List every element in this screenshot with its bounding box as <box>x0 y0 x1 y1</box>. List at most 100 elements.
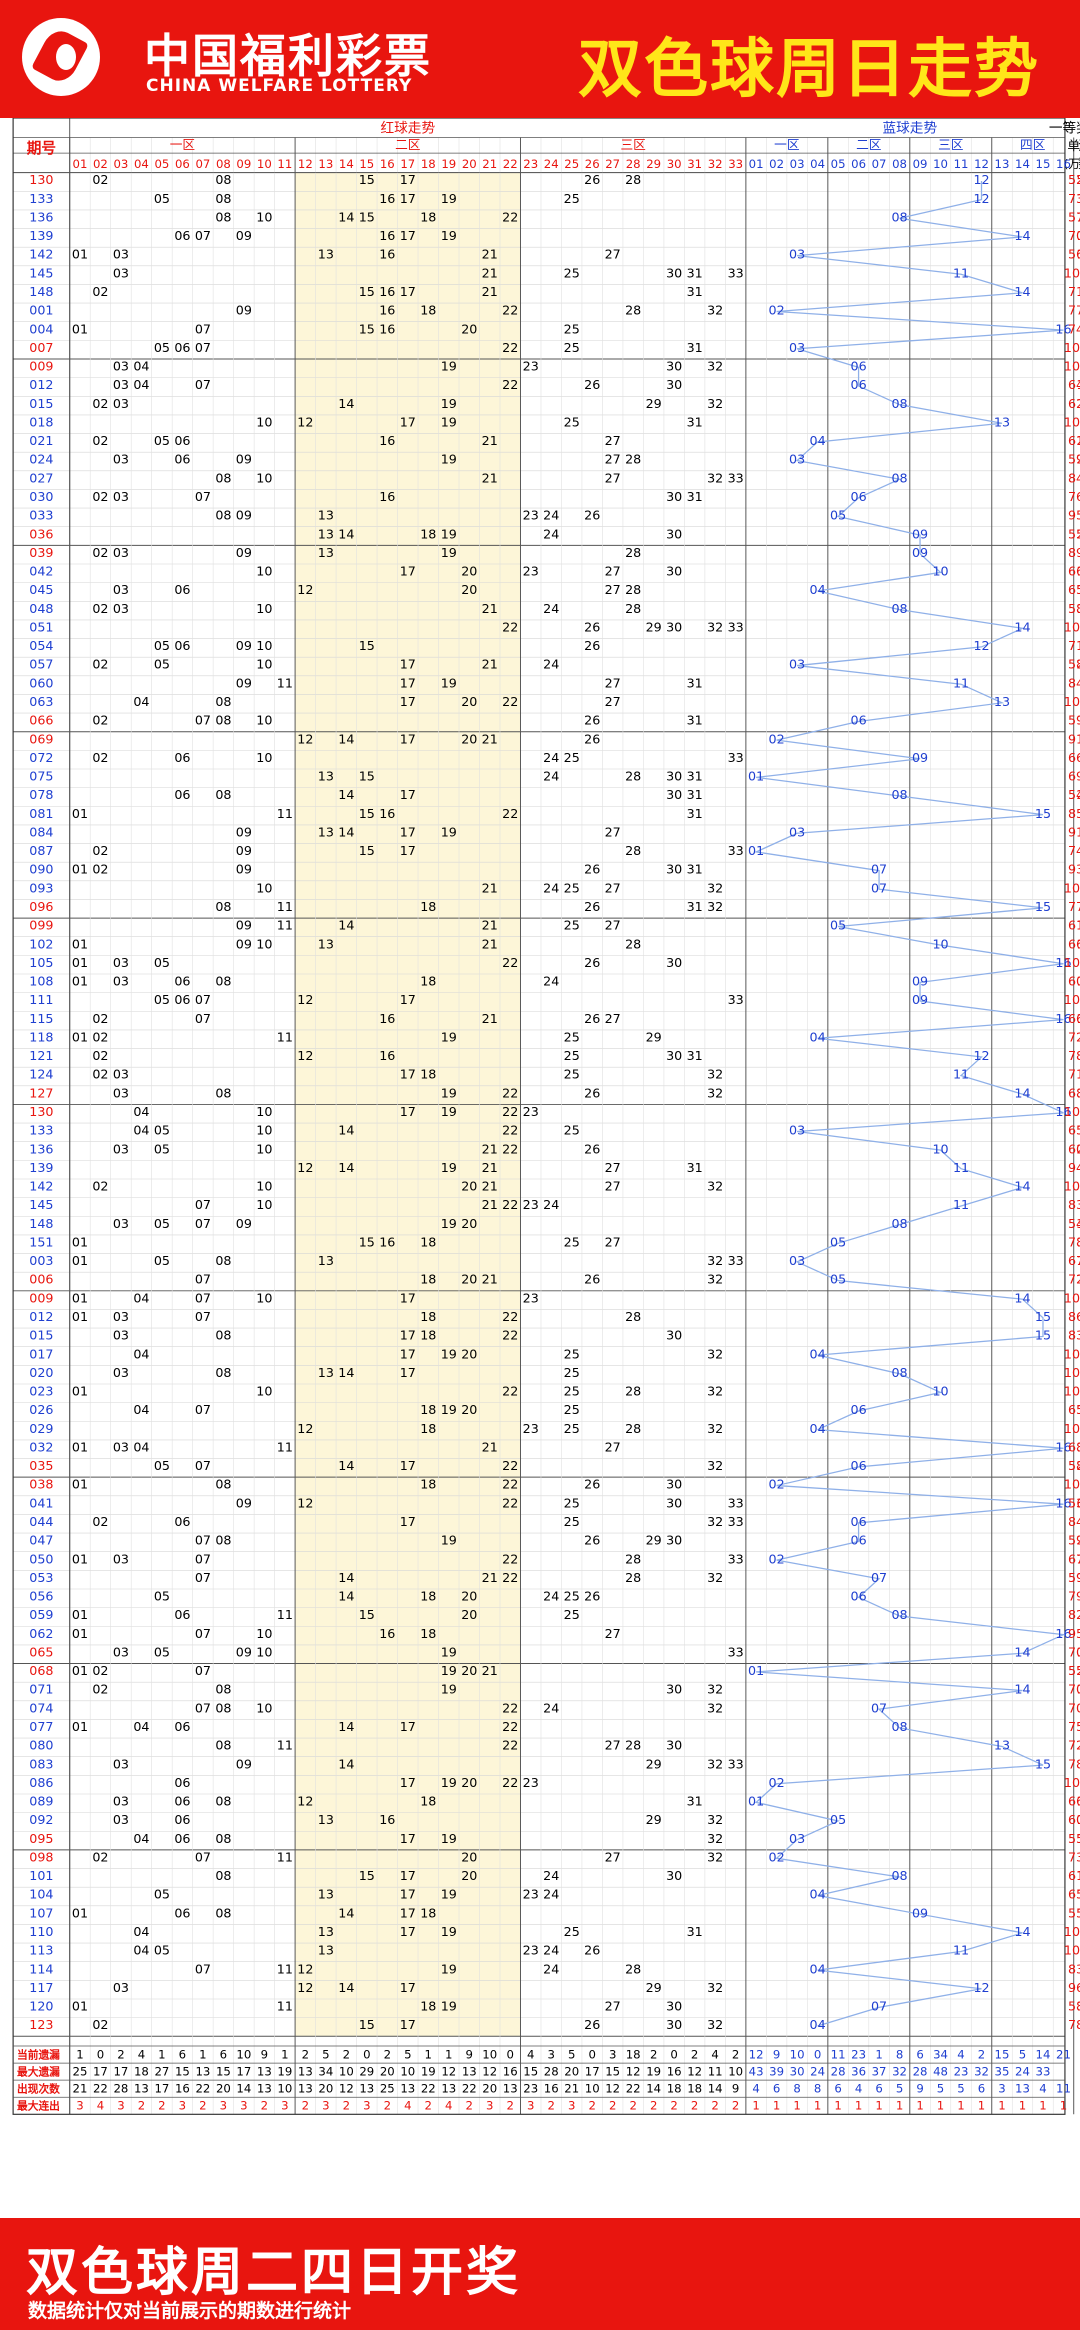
red-stat-value: 22 <box>93 2081 108 2095</box>
blue-stat-value: 6 <box>916 2047 923 2061</box>
red-ball: 32 <box>707 1272 723 1287</box>
red-ball: 19 <box>441 675 457 690</box>
red-ball: 25 <box>564 340 580 355</box>
red-ball: 02 <box>92 862 108 877</box>
blue-ball: 06 <box>851 1514 867 1529</box>
red-number-header: 15 <box>359 157 374 171</box>
blue-number-header: 10 <box>933 157 948 171</box>
blue-ball: 11 <box>953 1160 969 1175</box>
red-ball: 21 <box>482 1160 498 1175</box>
red-number-header: 08 <box>216 157 231 171</box>
red-ball: 32 <box>707 1514 723 1529</box>
blue-ball: 06 <box>851 1533 867 1548</box>
red-ball: 17 <box>400 1980 416 1995</box>
red-ball: 12 <box>297 1421 313 1436</box>
red-ball: 27 <box>605 1999 621 2014</box>
red-ball: 07 <box>195 1402 211 1417</box>
red-ball: 27 <box>605 824 621 839</box>
period-cell: 093 <box>29 880 53 895</box>
red-ball: 15 <box>359 843 375 858</box>
red-ball: 17 <box>400 1831 416 1846</box>
red-ball: 25 <box>564 1607 580 1622</box>
red-number-header: 10 <box>257 157 272 171</box>
red-ball: 17 <box>400 1346 416 1361</box>
red-ball: 05 <box>154 992 170 1007</box>
red-ball: 25 <box>564 191 580 206</box>
red-ball: 19 <box>441 1831 457 1846</box>
red-ball: 26 <box>584 713 600 728</box>
winner-count: 10 <box>1076 396 1080 411</box>
red-stat-value: 10 <box>277 2081 292 2095</box>
red-stat-value: 2 <box>343 2099 350 2113</box>
blue-ball: 08 <box>891 1216 907 1231</box>
red-stat-value: 2 <box>384 2099 391 2113</box>
red-number-header: 31 <box>687 157 702 171</box>
red-ball: 25 <box>564 1402 580 1417</box>
red-ball: 25 <box>564 1067 580 1082</box>
period-cell: 069 <box>29 731 53 746</box>
bottom-banner: 双色球周二四日开奖 数据统计仅对当前展示的期数进行统计 <box>0 2218 1080 2330</box>
red-ball: 20 <box>461 1272 477 1287</box>
blue-ball: 16 <box>1055 1104 1071 1119</box>
red-ball: 30 <box>666 265 682 280</box>
period-cell: 060 <box>29 675 53 690</box>
red-ball: 11 <box>277 1029 293 1044</box>
blue-zone-label: 四区 <box>1020 137 1046 152</box>
red-ball: 33 <box>728 1551 744 1566</box>
red-stat-value: 15 <box>216 2064 231 2078</box>
blue-stat-value: 3 <box>998 2081 1005 2095</box>
prize-amount: 709 <box>1068 1644 1080 1659</box>
red-stat-value: 20 <box>564 2064 579 2078</box>
blue-stat-value: 32 <box>892 2064 907 2078</box>
red-ball: 25 <box>564 1346 580 1361</box>
red-ball: 02 <box>92 713 108 728</box>
period-cell: 133 <box>29 191 53 206</box>
red-ball: 20 <box>461 1179 477 1194</box>
red-ball: 30 <box>666 2017 682 2032</box>
blue-stat-value: 39 <box>769 2064 784 2078</box>
red-ball: 31 <box>687 1160 703 1175</box>
red-number-header: 07 <box>195 157 210 171</box>
red-stat-value: 13 <box>503 2081 518 2095</box>
red-ball: 02 <box>92 1011 108 1026</box>
red-number-header: 09 <box>236 157 251 171</box>
period-cell: 045 <box>29 582 53 597</box>
red-ball: 07 <box>195 1309 211 1324</box>
red-ball: 22 <box>502 1197 518 1212</box>
red-ball: 18 <box>420 1421 436 1436</box>
red-ball: 18 <box>420 1626 436 1641</box>
prize-amount: 781 <box>1068 2017 1080 2032</box>
red-ball: 21 <box>482 936 498 951</box>
red-ball: 01 <box>72 862 88 877</box>
blue-ball: 02 <box>769 731 785 746</box>
red-ball: 05 <box>154 1644 170 1659</box>
red-ball: 30 <box>666 489 682 504</box>
red-ball: 10 <box>256 564 272 579</box>
red-ball: 19 <box>441 452 457 467</box>
red-ball: 02 <box>92 172 108 187</box>
winner-count: 18 <box>1076 1905 1080 1920</box>
blue-stat-value: 43 <box>749 2064 764 2078</box>
red-ball: 04 <box>133 377 149 392</box>
red-ball: 22 <box>502 1458 518 1473</box>
red-ball: 03 <box>113 974 129 989</box>
winner-count: 25 <box>1076 1663 1080 1678</box>
red-ball: 20 <box>461 1346 477 1361</box>
red-ball: 33 <box>728 1756 744 1771</box>
red-ball: 33 <box>728 619 744 634</box>
red-ball: 09 <box>236 843 252 858</box>
red-ball: 13 <box>318 936 334 951</box>
red-ball: 03 <box>113 1309 129 1324</box>
red-stat-value: 15 <box>175 2064 190 2078</box>
blue-stat-value: 15 <box>995 2047 1010 2061</box>
blue-number-header: 08 <box>892 157 907 171</box>
blue-stat-value: 24 <box>810 2064 825 2078</box>
blue-ball: 08 <box>891 470 907 485</box>
red-stat-value: 9 <box>261 2047 268 2061</box>
blue-ball: 06 <box>851 359 867 374</box>
blue-ball: 05 <box>830 1812 846 1827</box>
period-cell: 127 <box>29 1085 53 1100</box>
red-stat-value: 20 <box>482 2081 497 2095</box>
